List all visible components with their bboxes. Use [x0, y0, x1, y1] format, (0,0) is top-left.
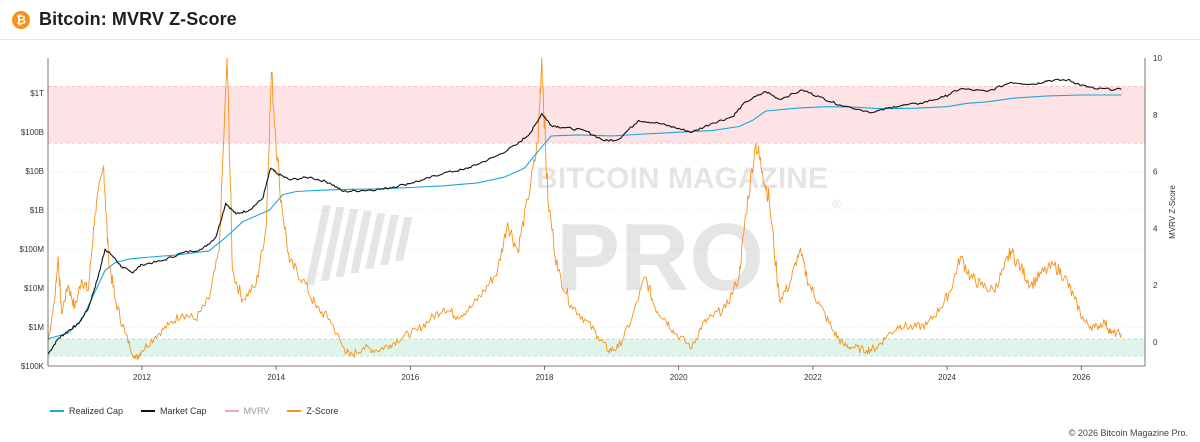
band-high: [48, 86, 1145, 144]
series-market-cap: [47, 78, 1122, 355]
bitcoin-icon: ₿: [12, 11, 30, 29]
watermark-stripe: [380, 215, 399, 265]
series-realized-cap: [47, 94, 1122, 340]
left-tick-label: $100K: [21, 362, 45, 371]
copyright-footer: © 2026 Bitcoin Magazine Pro.: [1068, 428, 1188, 438]
watermark-stripe: [395, 217, 413, 261]
left-tick-label: $100M: [20, 245, 45, 254]
left-tick-label: $1B: [30, 206, 44, 215]
chart-header: ₿ Bitcoin: MVRV Z-Score: [0, 0, 1200, 40]
page-title: Bitcoin: MVRV Z-Score: [39, 9, 237, 29]
watermark-line1: BITCOIN MAGAZINE: [536, 162, 828, 195]
legend-swatch-mvrv: [224, 410, 239, 412]
legend-swatch-realized-cap: [50, 410, 64, 412]
left-tick-label: $1T: [30, 89, 44, 98]
x-tick-label: 2014: [267, 373, 285, 382]
chart-legend: Realized Cap Market Cap MVRV Z-Score: [50, 404, 338, 418]
right-tick-label: 10: [1153, 54, 1162, 63]
watermark-stripe: [365, 213, 386, 269]
legend-swatch-market-cap: [141, 410, 156, 412]
right-axis-title: MVRV Z-Score: [1168, 185, 1177, 239]
axes: [47, 58, 1146, 367]
watermark: BITCOIN MAGAZINE PRO ®: [305, 162, 841, 311]
x-tick-label: 2024: [938, 373, 956, 382]
right-tick-label: 6: [1153, 168, 1158, 177]
legend-label-z-score: Z-Score: [306, 406, 339, 416]
z-score-bands: [48, 86, 1145, 357]
x-axis-ticks: 2012 2014 2016 2018 2020 2022 2024 2026: [133, 366, 1091, 382]
watermark-stripe: [320, 207, 345, 281]
left-tick-label: $10M: [24, 284, 44, 293]
legend-realized-cap[interactable]: Realized Cap: [50, 406, 123, 416]
band-low: [48, 339, 1145, 357]
right-tick-label: 8: [1153, 111, 1158, 120]
x-tick-label: 2018: [536, 373, 554, 382]
legend-label-realized-cap: Realized Cap: [69, 406, 124, 416]
x-tick-label: 2016: [401, 373, 419, 382]
series-layer: [47, 57, 1122, 361]
legend-z-score[interactable]: Z-Score: [287, 406, 338, 416]
series-z-score: [47, 57, 1122, 361]
left-tick-label: $1M: [28, 323, 44, 332]
watermark-line2: PRO: [556, 204, 764, 311]
right-tick-label: 2: [1153, 281, 1158, 290]
x-tick-label: 2026: [1072, 373, 1090, 382]
x-tick-label: 2012: [133, 373, 151, 382]
left-tick-label: $10B: [25, 167, 44, 176]
watermark-stripe: [305, 205, 331, 285]
left-tick-label: $100B: [21, 128, 44, 137]
x-tick-label: 2022: [804, 373, 822, 382]
legend-label-market-cap: Market Cap: [160, 406, 207, 416]
watermark-stripe: [350, 211, 372, 273]
legend-mvrv[interactable]: MVRV: [224, 406, 270, 416]
x-tick-label: 2020: [670, 373, 688, 382]
watermark-registered: ®: [832, 197, 841, 211]
legend-label-mvrv: MVRV: [243, 406, 270, 416]
right-axis-ticks: 0 2 4 6 8 10 MVRV Z-Score: [1153, 54, 1177, 347]
left-axis-ticks: $100K $1M $10M $100M $1B $10B $100B $1T: [20, 89, 45, 371]
watermark-stripe: [335, 209, 359, 277]
legend-swatch-z-score: [287, 410, 302, 412]
right-tick-label: 4: [1153, 224, 1158, 233]
right-tick-label: 0: [1153, 338, 1158, 347]
legend-market-cap[interactable]: Market Cap: [141, 406, 207, 416]
